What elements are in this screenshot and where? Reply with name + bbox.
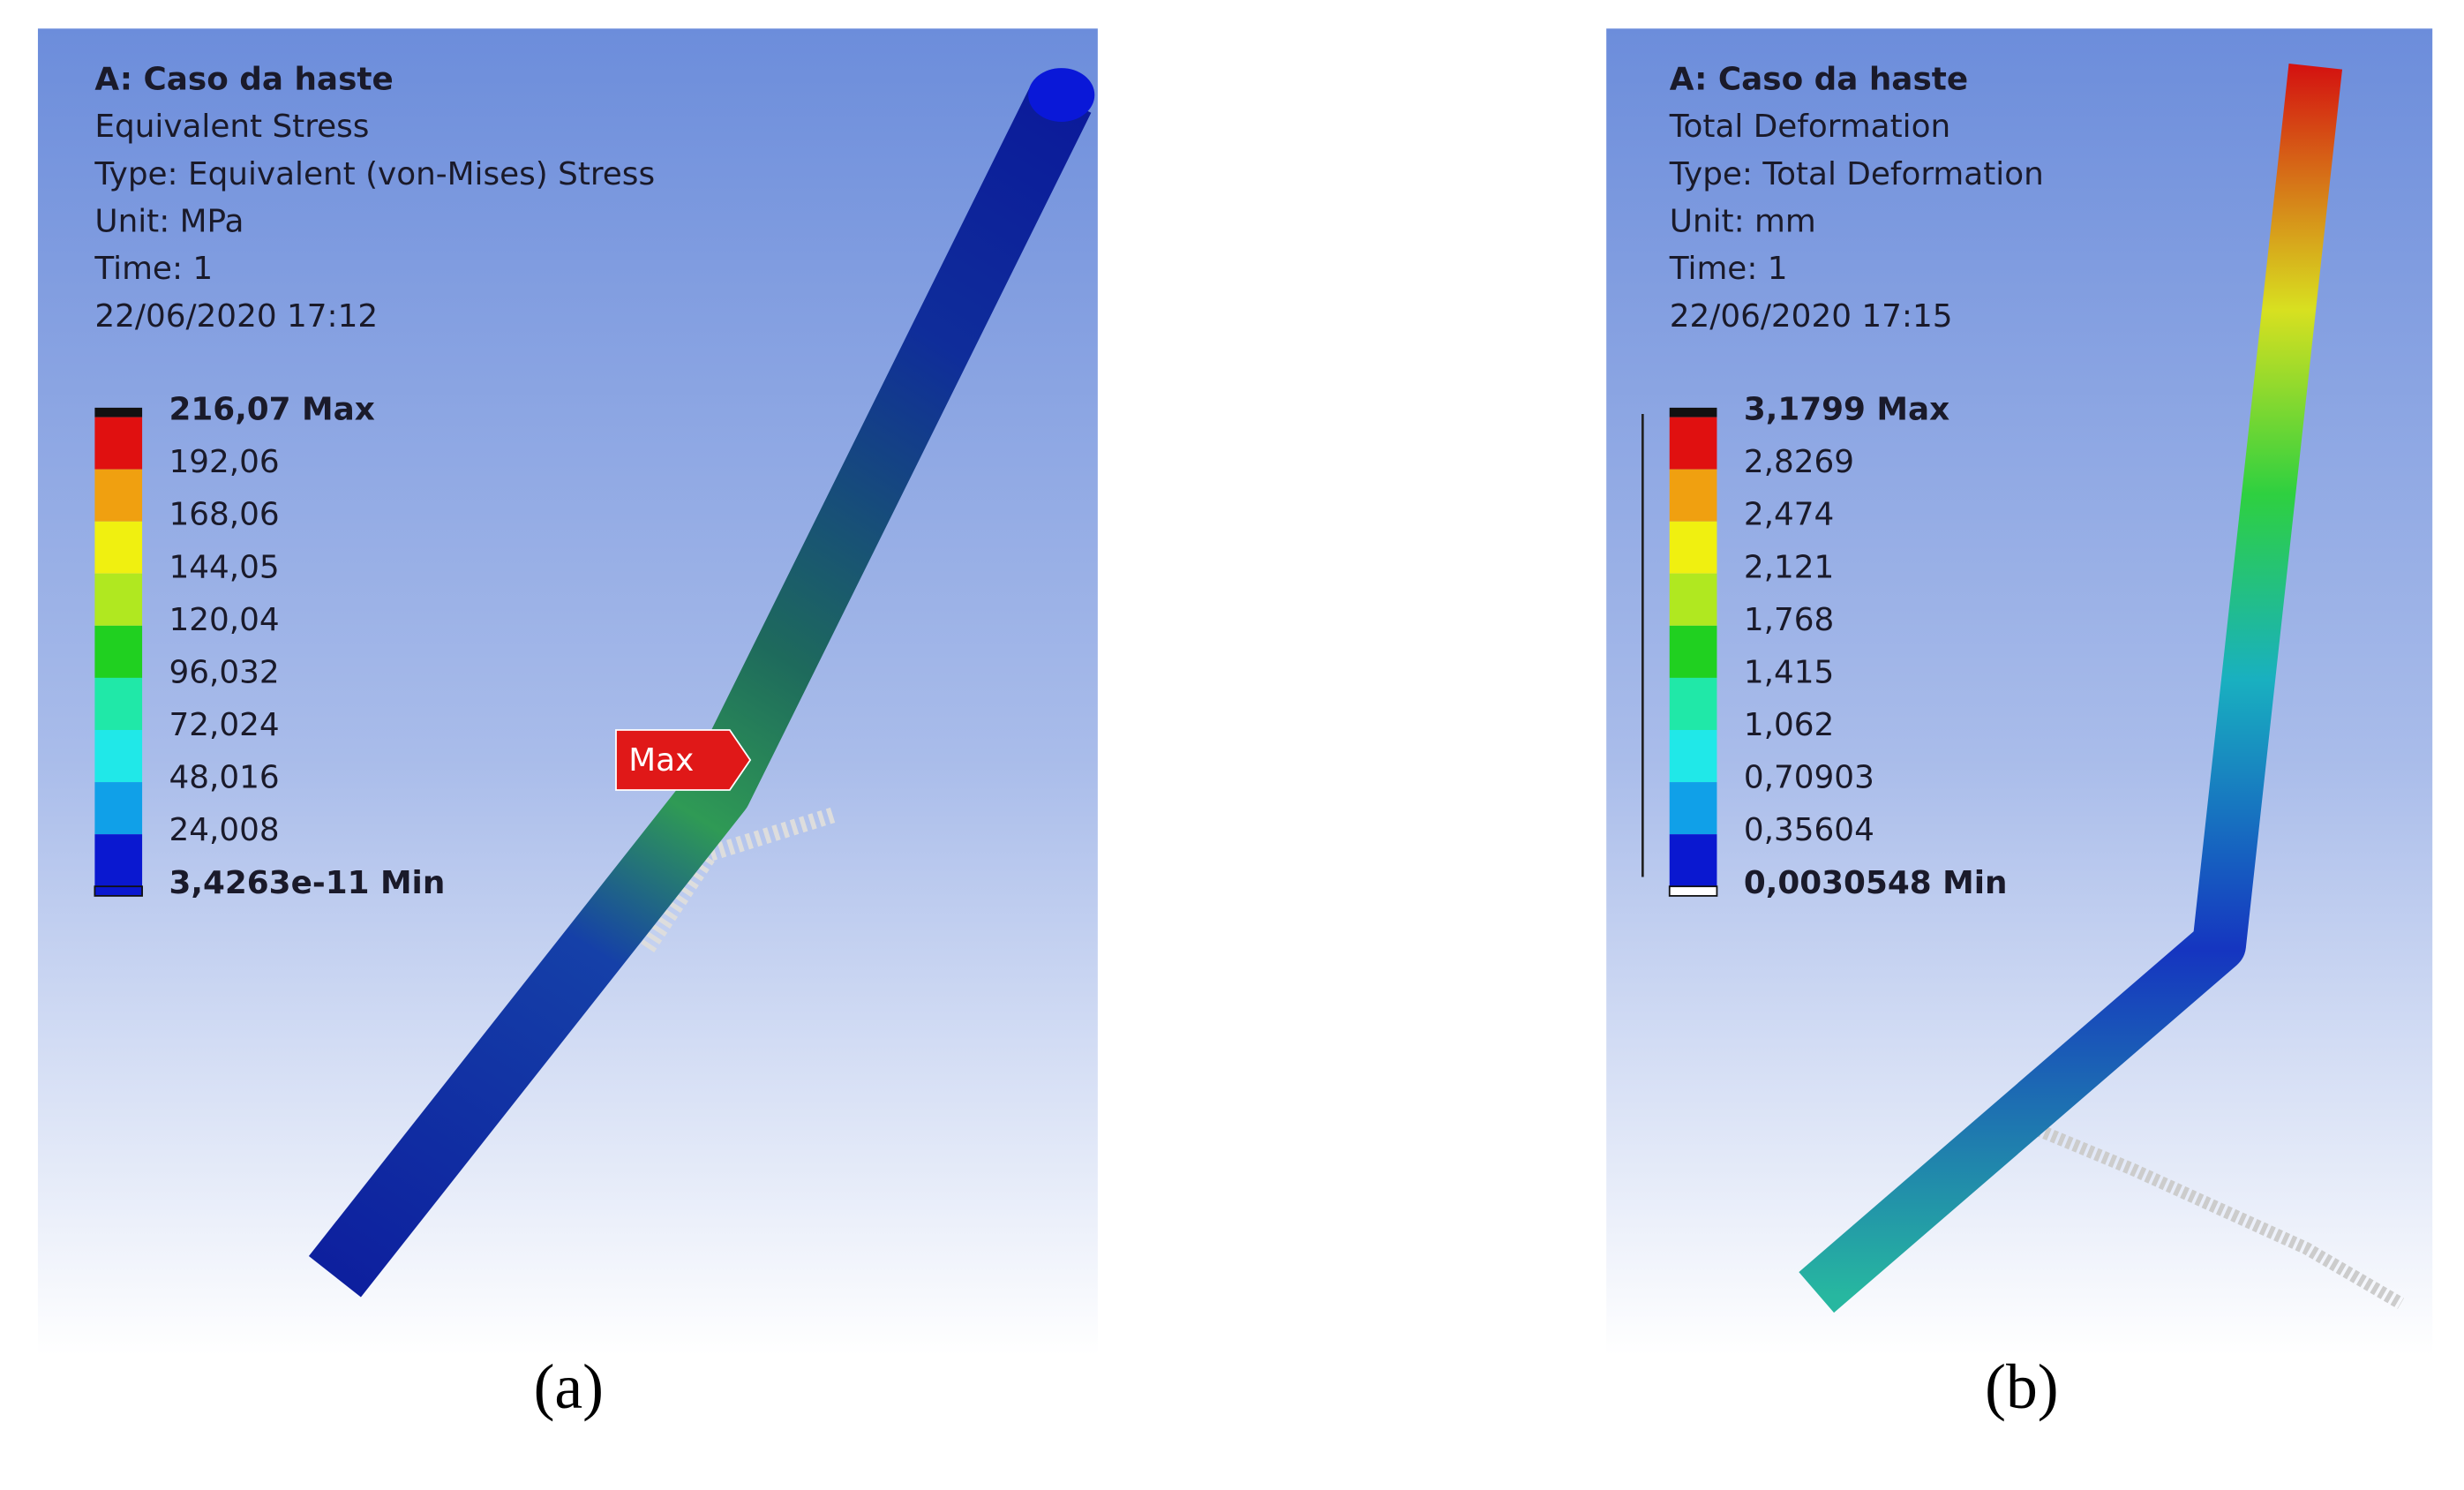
caption: (b) xyxy=(1985,1352,2058,1422)
legend-swatch xyxy=(94,677,143,730)
header-line: Time: 1 xyxy=(1669,251,1788,287)
rod xyxy=(1799,63,2343,1313)
legend-label: 24,008 xyxy=(169,812,280,848)
header-line: 22/06/2020 17:12 xyxy=(94,298,378,335)
legend-swatch xyxy=(1669,729,1717,783)
legend-label: 2,8269 xyxy=(1744,444,1854,480)
legend-swatch xyxy=(1669,677,1717,730)
legend-swatch xyxy=(94,573,143,626)
rod-end xyxy=(1028,68,1095,122)
header-line: Total Deformation xyxy=(1669,109,1950,145)
legend-label: 144,05 xyxy=(169,549,280,585)
legend-swatch xyxy=(94,782,143,835)
legend-bottom xyxy=(1668,885,1718,897)
header-line: 22/06/2020 17:15 xyxy=(1670,298,1953,335)
header-line: Type: Equivalent (von-Mises) Stress xyxy=(94,156,655,192)
legend-swatch xyxy=(1669,625,1717,678)
legend-swatch xyxy=(94,625,143,678)
legend-label: 192,06 xyxy=(169,444,280,480)
legend-label: 120,04 xyxy=(169,602,280,638)
header-title: A: Caso da haste xyxy=(1670,61,1968,97)
legend-top xyxy=(94,407,143,418)
legend-label: 1,415 xyxy=(1744,654,1834,690)
legend-swatch xyxy=(94,417,143,470)
header-line: Equivalent Stress xyxy=(94,109,369,145)
legend-top xyxy=(1669,407,1717,418)
legend-label: 0,0030548 Min xyxy=(1744,865,2008,901)
spring xyxy=(2035,1124,2405,1309)
viewport-a xyxy=(37,28,1098,1356)
legend-bottom xyxy=(94,885,143,897)
legend-swatch xyxy=(94,729,143,783)
legend-label: 2,474 xyxy=(1744,497,1834,533)
legend-label: 168,06 xyxy=(169,497,280,533)
legend-label: 3,4263e-11 Min xyxy=(169,865,446,901)
legend-swatch xyxy=(1669,782,1717,835)
legend-label: 0,35604 xyxy=(1744,812,1874,848)
header-line: Unit: MPa xyxy=(94,203,244,239)
legend-label: 72,024 xyxy=(169,707,280,743)
legend-label: 2,121 xyxy=(1744,549,1834,585)
header-line: Type: Total Deformation xyxy=(1669,156,2044,192)
legend-swatch xyxy=(1669,834,1717,887)
header-line: Time: 1 xyxy=(94,251,213,287)
legend-swatch xyxy=(1669,469,1717,522)
legend-swatch xyxy=(94,834,143,887)
legend-label: 0,70903 xyxy=(1744,760,1874,796)
legend-swatch xyxy=(1669,521,1717,574)
header-line: Unit: mm xyxy=(1670,203,1816,239)
legend-label: 96,032 xyxy=(169,654,280,690)
legend-swatch xyxy=(1669,573,1717,626)
legend-label: 216,07 Max xyxy=(169,391,375,427)
header-title: A: Caso da haste xyxy=(94,61,393,97)
legend-label: 3,1799 Max xyxy=(1744,391,1949,427)
legend-swatch xyxy=(94,469,143,522)
max-marker xyxy=(615,729,752,791)
legend-swatch xyxy=(1669,417,1717,470)
legend-label: 1,768 xyxy=(1744,602,1834,638)
legend-swatch xyxy=(94,521,143,574)
legend-label: 48,016 xyxy=(169,760,280,796)
caption: (a) xyxy=(534,1352,604,1422)
legend-label: 1,062 xyxy=(1744,707,1834,743)
max-label: Max xyxy=(628,742,694,779)
